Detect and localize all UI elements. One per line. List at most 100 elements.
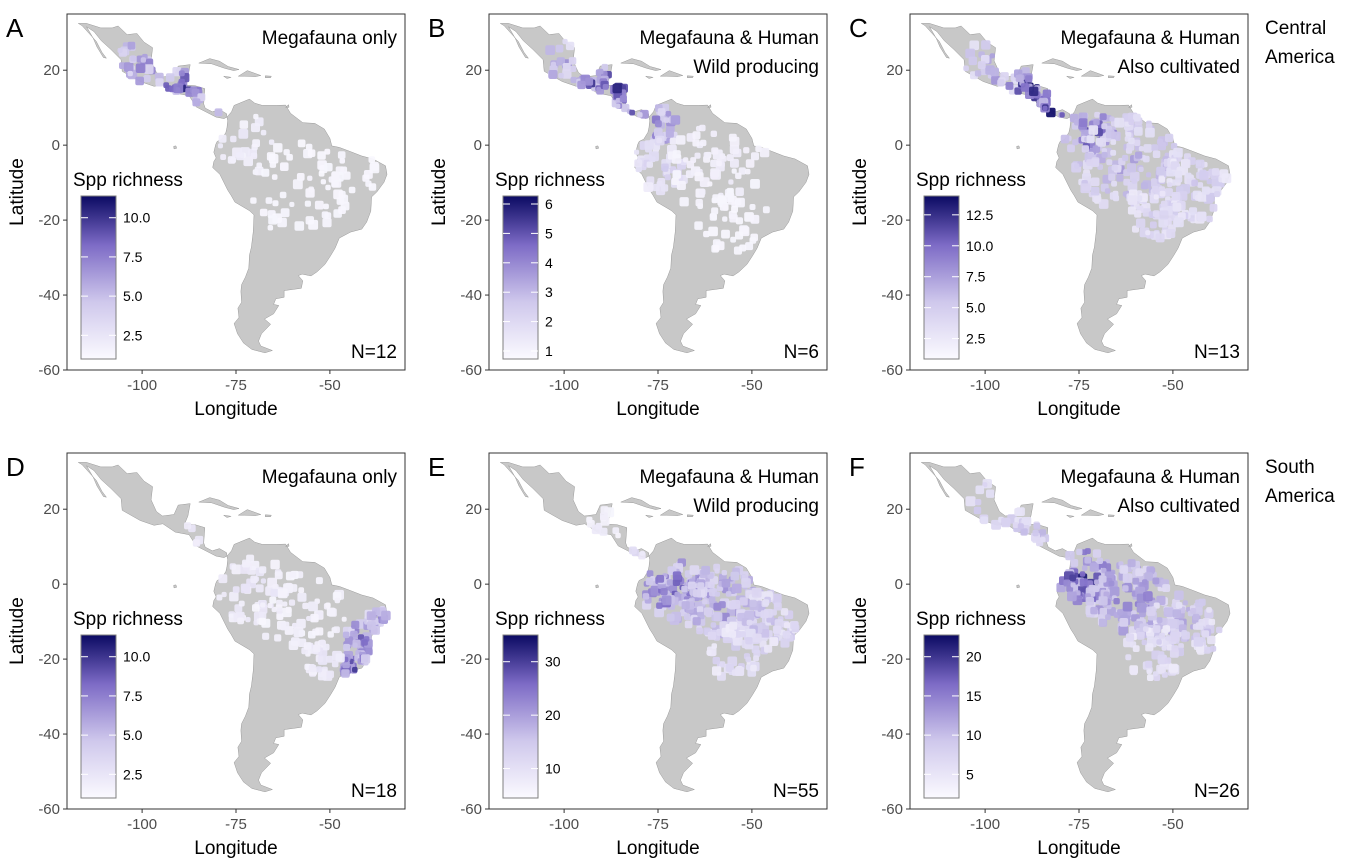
richness-cell <box>272 200 279 207</box>
panel-letter: D <box>6 452 25 482</box>
y-tick-label: 0 <box>474 576 482 593</box>
row-label-central-1: Central <box>1265 18 1326 39</box>
x-tick-label: -75 <box>647 816 669 833</box>
richness-cell <box>1214 191 1221 198</box>
panel-title-line2: Also cultivated <box>1117 496 1240 517</box>
x-tick-label: -100 <box>127 816 157 833</box>
land-island <box>659 70 684 77</box>
land-island <box>173 145 178 150</box>
richness-cell <box>276 612 284 620</box>
richness-cell <box>556 57 565 66</box>
richness-cell <box>289 584 298 592</box>
richness-cell <box>656 574 665 583</box>
richness-cell <box>692 131 701 140</box>
richness-cell <box>145 58 154 66</box>
richness-cell <box>1163 607 1174 617</box>
richness-cell <box>123 62 134 72</box>
richness-cell <box>672 170 682 179</box>
legend: Spp richness 30 20 10 <box>495 609 605 799</box>
y-axis-title: Latitude <box>850 597 871 665</box>
richness-cell <box>1142 579 1148 585</box>
richness-cell <box>1206 215 1213 223</box>
richness-cell <box>728 179 734 185</box>
richness-cell <box>237 617 244 625</box>
richness-cell <box>654 607 664 618</box>
land-island <box>620 58 662 71</box>
richness-cell <box>701 565 711 575</box>
richness-cell <box>1110 149 1117 156</box>
richness-cell <box>730 236 737 243</box>
richness-cell <box>650 585 661 596</box>
row-label-central-2: America <box>1265 47 1335 68</box>
richness-cell <box>178 70 185 77</box>
richness-cell <box>1175 170 1183 178</box>
land-island <box>284 104 290 108</box>
richness-cell <box>1170 143 1178 150</box>
legend-colorbar <box>923 195 960 360</box>
richness-cell <box>1005 82 1014 90</box>
richness-cell <box>317 655 328 665</box>
map-panel-c: Megafauna & Human Also cultivated N=13 Spp … <box>850 13 1249 420</box>
richness-cell <box>1152 150 1161 158</box>
richness-cell <box>1029 86 1039 96</box>
richness-cell <box>258 617 266 626</box>
x-axis-title: Longitude <box>616 399 699 420</box>
richness-cell <box>1157 654 1167 665</box>
sample-size-label: N=18 <box>351 781 397 802</box>
richness-cell <box>637 112 643 118</box>
richness-cell <box>130 55 136 62</box>
richness-cell <box>335 653 345 663</box>
y-tick-label: -60 <box>38 362 60 379</box>
richness-cell <box>743 147 750 154</box>
richness-cell <box>714 568 720 574</box>
richness-cell <box>745 242 754 251</box>
richness-cell <box>342 171 351 180</box>
richness-cell <box>725 663 734 672</box>
x-tick-label: -75 <box>1068 816 1090 833</box>
richness-cell <box>1015 74 1023 82</box>
richness-cell <box>645 145 652 153</box>
richness-cell <box>1113 598 1120 605</box>
richness-cell <box>1210 645 1217 652</box>
richness-cell <box>1025 75 1033 83</box>
y-tick-label: -60 <box>38 801 60 818</box>
richness-cell <box>714 591 721 597</box>
richness-cell <box>307 149 316 157</box>
y-tick-label: -60 <box>460 801 482 818</box>
richness-cell <box>735 197 745 208</box>
richness-cell <box>250 575 258 584</box>
richness-cell <box>1198 598 1206 606</box>
richness-cell <box>271 174 278 180</box>
richness-cell <box>735 172 742 179</box>
y-tick-label: -20 <box>881 212 903 229</box>
land-island <box>1080 509 1105 516</box>
richness-cell <box>703 152 710 158</box>
richness-cell <box>1042 105 1048 111</box>
panel-title-line2: Wild producing <box>693 496 819 517</box>
richness-cell <box>687 581 696 590</box>
land-island <box>173 584 178 589</box>
richness-cell <box>291 637 300 646</box>
richness-cell <box>236 152 245 161</box>
richness-cell <box>368 156 376 163</box>
richness-cell <box>310 613 319 623</box>
richness-cell <box>730 158 739 168</box>
richness-cell <box>1134 210 1142 218</box>
richness-cell <box>718 601 726 609</box>
richness-cell <box>1123 178 1131 186</box>
richness-cell <box>1196 644 1205 653</box>
richness-cell <box>135 76 144 86</box>
richness-cell <box>696 606 704 613</box>
richness-cell <box>267 577 277 588</box>
richness-cell <box>558 72 564 79</box>
x-tick-label: -100 <box>970 377 1000 394</box>
richness-cell <box>733 246 742 255</box>
richness-cell <box>735 231 744 240</box>
richness-cell <box>294 221 305 231</box>
richness-cell <box>749 204 756 210</box>
legend: Spp richness 12.5 10.0 7.5 5.0 2.5 <box>916 170 1026 360</box>
richness-cell <box>706 649 712 656</box>
land-island <box>223 75 232 79</box>
panel-title-line1: Megafauna & Human <box>1060 28 1240 49</box>
richness-cell <box>1016 507 1025 516</box>
